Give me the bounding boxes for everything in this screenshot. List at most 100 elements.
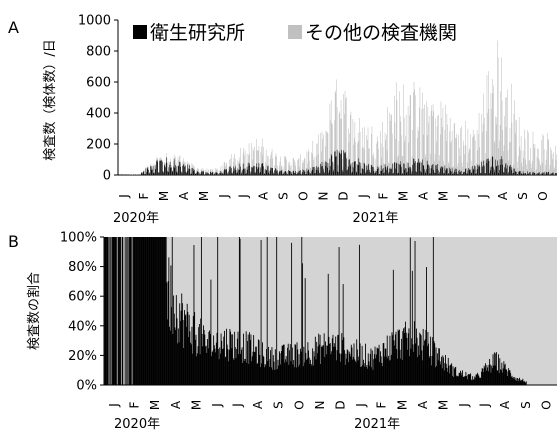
panel-a-bar-institute <box>458 170 459 175</box>
panel-a-bar-other <box>494 142 496 175</box>
panel-a-bar-other <box>554 167 555 175</box>
panel-a-y-tick-label: 200 <box>86 138 111 153</box>
panel-a-bar-institute <box>290 171 291 175</box>
panel-a-bar-other <box>415 95 416 175</box>
panel-b-bar-institute <box>165 237 166 385</box>
panel-b-bar-institute <box>419 332 421 385</box>
panel-b-bar-institute <box>243 361 245 385</box>
panel-b-bar-institute <box>140 237 142 385</box>
panel-b-bar-institute <box>420 334 421 385</box>
panel-a-bar-institute <box>332 161 333 175</box>
panel-b-bar-institute <box>459 373 461 385</box>
panel-a-bar-institute <box>487 158 488 175</box>
panel-b-bar-institute <box>295 367 297 385</box>
panel-a-bar-other <box>264 168 266 175</box>
panel-b-bar-institute <box>351 347 353 385</box>
panel-a-bar-institute <box>336 149 338 175</box>
panel-a-bar-other <box>510 142 511 175</box>
panel-a-bar-institute <box>287 174 289 175</box>
panel-a-bar-institute <box>392 163 393 175</box>
panel-b-gap <box>116 237 118 385</box>
panel-a-bar-other <box>402 156 404 175</box>
panel-a-bar-other <box>499 140 500 175</box>
panel-a-bar-institute <box>380 170 381 175</box>
panel-a-bar-other <box>320 133 321 175</box>
panel-a-bar-institute <box>299 170 300 175</box>
panel-a-bar-institute <box>428 164 429 175</box>
panel-a-bar-other <box>555 159 557 175</box>
panel-a-bar-other <box>319 168 320 175</box>
panel-a-bar-institute <box>499 169 500 175</box>
panel-a-bar-institute <box>537 173 538 175</box>
panel-a-bar-institute <box>179 161 180 175</box>
panel-a-bar-institute <box>367 165 369 175</box>
panel-a-bar-institute <box>487 158 489 175</box>
panel-a-bar-other <box>511 122 513 175</box>
panel-a-bar-other <box>256 150 258 175</box>
panel-b-bar-institute <box>475 374 477 385</box>
panel-a-bar-institute <box>365 173 366 175</box>
panel-b-bar-institute <box>428 357 430 385</box>
panel-a-month-label: J <box>456 194 470 199</box>
panel-a-bar-institute <box>218 174 220 175</box>
panel-b-bar-institute <box>293 360 295 385</box>
panel-a-bar-institute <box>376 171 377 175</box>
panel-b-bar-institute <box>226 344 228 385</box>
panel-a-bar-institute <box>152 169 153 175</box>
panel-a-bar-other <box>503 150 504 175</box>
panel-a-bar-other <box>277 165 278 175</box>
panel-b-bar-institute <box>423 345 425 385</box>
panel-a-bar-institute <box>353 161 355 175</box>
panel-a-bar-institute <box>205 172 206 175</box>
panel-a-bar-other <box>317 143 318 175</box>
panel-a-bar-institute <box>326 167 328 175</box>
panel-a-bar-institute <box>428 165 430 175</box>
panel-b-bar-institute <box>254 352 256 385</box>
panel-a-bar-institute <box>182 165 183 175</box>
panel-a-bar-other <box>377 141 379 175</box>
panel-a-bar-institute <box>480 172 482 175</box>
panel-a-bar-other <box>371 134 372 175</box>
panel-a-bar-other <box>355 163 357 175</box>
panel-b-bar-institute <box>163 237 165 385</box>
panel-b-bar-institute <box>177 328 179 385</box>
panel-a-bar-other <box>369 148 370 175</box>
panel-b-bar-institute <box>230 331 232 385</box>
panel-a-bar-other <box>302 160 304 175</box>
panel-a-bar-other <box>466 169 467 175</box>
panel-a-bar-institute <box>541 173 543 175</box>
panel-b-bar-institute <box>185 314 187 385</box>
panel-a-bar-institute <box>304 170 306 175</box>
panel-a-bar-other <box>363 147 364 175</box>
panel-a-bar-institute <box>324 172 325 175</box>
panel-a-bar-other <box>418 130 419 175</box>
panel-b-bar-institute <box>384 356 385 385</box>
panel-a-bar-institute <box>337 171 339 175</box>
panel-a-bar-institute <box>200 174 201 175</box>
panel-a-bar-other <box>317 154 319 175</box>
panel-a-bar-other <box>306 151 308 175</box>
panel-a-bar-other <box>280 166 282 175</box>
panel-a-bar-institute <box>399 164 400 175</box>
panel-a-bar-institute <box>211 172 213 175</box>
panel-b-bar-institute <box>220 333 222 385</box>
panel-b-bar-institute <box>393 340 395 385</box>
panel-a-bar-other <box>240 148 241 175</box>
panel-b-bar-institute <box>211 352 213 385</box>
panel-a-bar-institute <box>179 162 181 175</box>
panel-a-bar-institute <box>226 169 227 175</box>
panel-b-bar-institute <box>297 349 299 385</box>
panel-a-bar-other <box>440 134 441 175</box>
panel-a-bar-other <box>312 140 314 175</box>
panel-a-bar-other <box>232 171 233 175</box>
panel-a-bar-other <box>271 149 273 175</box>
panel-a-bar-other <box>409 94 411 175</box>
panel-b-bar-institute <box>436 365 438 385</box>
panel-b-bar-institute <box>391 332 393 385</box>
panel-a-bar-institute <box>528 173 530 175</box>
panel-a-bar-other <box>231 154 232 175</box>
panel-a-bar-institute <box>338 172 339 175</box>
panel-a-bar-institute <box>371 165 372 175</box>
panel-a-bar-other <box>241 169 243 175</box>
panel-a-bar-other <box>535 169 537 175</box>
